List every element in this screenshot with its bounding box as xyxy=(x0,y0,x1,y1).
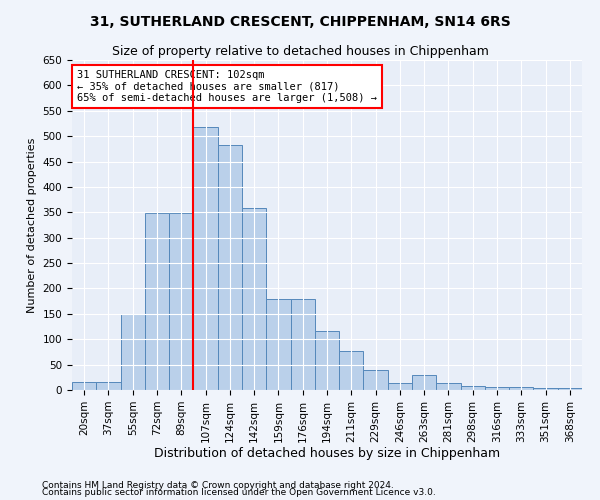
Bar xyxy=(218,145,242,390)
Bar xyxy=(72,382,96,390)
Text: Size of property relative to detached houses in Chippenham: Size of property relative to detached ho… xyxy=(112,45,488,58)
Bar xyxy=(145,214,169,390)
Bar xyxy=(266,298,290,390)
Bar xyxy=(436,384,461,390)
Text: 31 SUTHERLAND CRESCENT: 102sqm
← 35% of detached houses are smaller (817)
65% of: 31 SUTHERLAND CRESCENT: 102sqm ← 35% of … xyxy=(77,70,377,103)
Bar xyxy=(339,352,364,390)
Bar xyxy=(461,386,485,390)
Bar xyxy=(121,314,145,390)
Bar xyxy=(96,382,121,390)
Bar xyxy=(412,375,436,390)
Bar xyxy=(315,331,339,390)
Bar xyxy=(388,384,412,390)
Bar xyxy=(242,208,266,390)
Bar xyxy=(169,214,193,390)
Bar xyxy=(364,370,388,390)
Bar xyxy=(533,388,558,390)
Text: Contains HM Land Registry data © Crown copyright and database right 2024.: Contains HM Land Registry data © Crown c… xyxy=(42,480,394,490)
Bar xyxy=(290,298,315,390)
Bar xyxy=(558,388,582,390)
Y-axis label: Number of detached properties: Number of detached properties xyxy=(27,138,37,312)
Text: Contains public sector information licensed under the Open Government Licence v3: Contains public sector information licen… xyxy=(42,488,436,497)
Bar xyxy=(485,388,509,390)
X-axis label: Distribution of detached houses by size in Chippenham: Distribution of detached houses by size … xyxy=(154,448,500,460)
Text: 31, SUTHERLAND CRESCENT, CHIPPENHAM, SN14 6RS: 31, SUTHERLAND CRESCENT, CHIPPENHAM, SN1… xyxy=(89,15,511,29)
Bar xyxy=(193,127,218,390)
Bar xyxy=(509,388,533,390)
